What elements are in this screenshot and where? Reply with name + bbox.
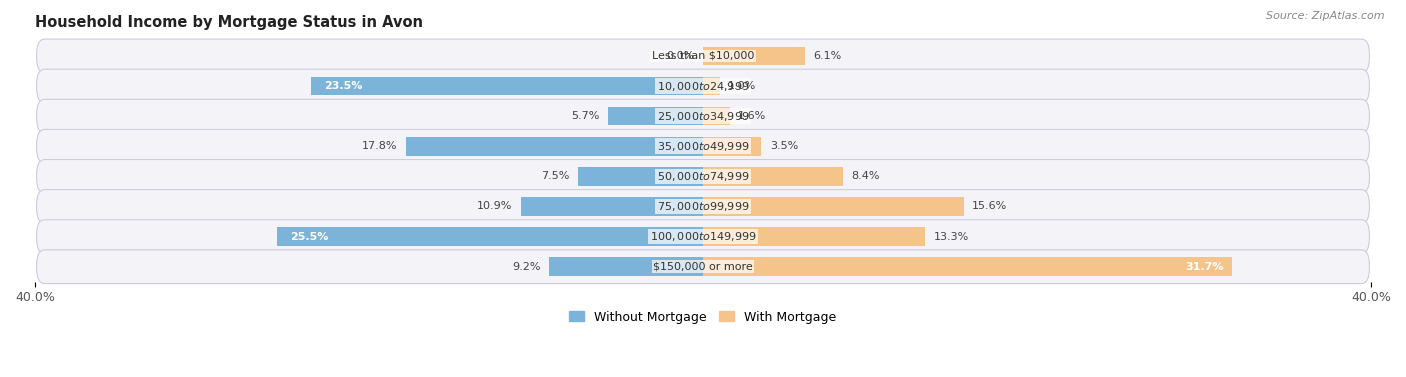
Bar xyxy=(703,257,1233,276)
Text: $50,000 to $74,999: $50,000 to $74,999 xyxy=(657,170,749,183)
Bar xyxy=(311,77,703,95)
Text: 1.0%: 1.0% xyxy=(728,81,756,91)
Text: 6.1%: 6.1% xyxy=(813,51,841,61)
Bar xyxy=(703,167,844,186)
Bar xyxy=(703,107,730,126)
FancyBboxPatch shape xyxy=(37,159,1369,193)
Bar xyxy=(703,77,720,95)
Text: 25.5%: 25.5% xyxy=(291,231,329,242)
Text: 9.2%: 9.2% xyxy=(513,262,541,272)
Bar xyxy=(703,227,925,246)
Text: $25,000 to $34,999: $25,000 to $34,999 xyxy=(657,110,749,123)
Bar xyxy=(703,137,762,156)
Text: 5.7%: 5.7% xyxy=(571,111,599,121)
Bar xyxy=(550,257,703,276)
Text: $100,000 to $149,999: $100,000 to $149,999 xyxy=(650,230,756,243)
Text: Source: ZipAtlas.com: Source: ZipAtlas.com xyxy=(1267,11,1385,21)
Bar xyxy=(277,227,703,246)
Bar xyxy=(578,167,703,186)
FancyBboxPatch shape xyxy=(37,99,1369,133)
Text: 15.6%: 15.6% xyxy=(972,201,1007,211)
Bar xyxy=(703,197,963,216)
Text: Household Income by Mortgage Status in Avon: Household Income by Mortgage Status in A… xyxy=(35,15,423,30)
Bar xyxy=(607,107,703,126)
FancyBboxPatch shape xyxy=(37,69,1369,103)
Text: 10.9%: 10.9% xyxy=(477,201,513,211)
FancyBboxPatch shape xyxy=(37,220,1369,253)
Bar xyxy=(522,197,703,216)
Bar xyxy=(703,47,804,65)
FancyBboxPatch shape xyxy=(37,190,1369,223)
Bar xyxy=(406,137,703,156)
Text: 0.0%: 0.0% xyxy=(666,51,695,61)
Legend: Without Mortgage, With Mortgage: Without Mortgage, With Mortgage xyxy=(564,305,842,328)
FancyBboxPatch shape xyxy=(37,39,1369,73)
Text: 3.5%: 3.5% xyxy=(770,141,799,151)
FancyBboxPatch shape xyxy=(37,129,1369,163)
Text: 1.6%: 1.6% xyxy=(738,111,766,121)
Text: $10,000 to $24,999: $10,000 to $24,999 xyxy=(657,80,749,92)
Text: 8.4%: 8.4% xyxy=(852,172,880,181)
Text: Less than $10,000: Less than $10,000 xyxy=(652,51,754,61)
Text: 13.3%: 13.3% xyxy=(934,231,969,242)
Text: $75,000 to $99,999: $75,000 to $99,999 xyxy=(657,200,749,213)
Text: $150,000 or more: $150,000 or more xyxy=(654,262,752,272)
Text: 7.5%: 7.5% xyxy=(541,172,569,181)
FancyBboxPatch shape xyxy=(37,250,1369,284)
Text: 23.5%: 23.5% xyxy=(323,81,363,91)
Text: 17.8%: 17.8% xyxy=(361,141,398,151)
Text: $35,000 to $49,999: $35,000 to $49,999 xyxy=(657,140,749,153)
Text: 31.7%: 31.7% xyxy=(1185,262,1225,272)
